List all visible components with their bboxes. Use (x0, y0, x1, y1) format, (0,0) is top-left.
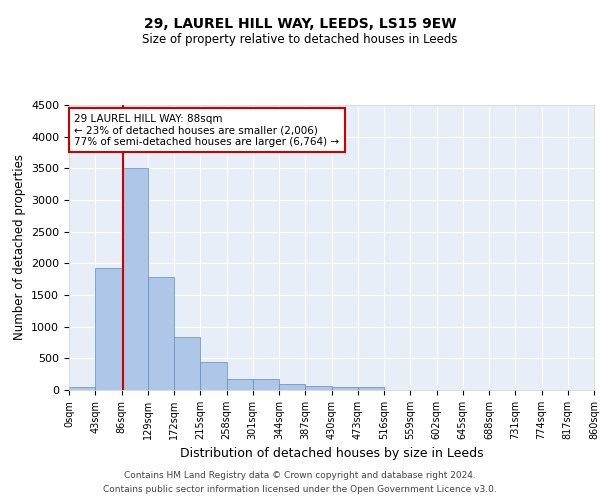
Bar (174, 337, 200, 390)
Text: Contains HM Land Registry data © Crown copyright and database right 2024.: Contains HM Land Registry data © Crown c… (124, 472, 476, 480)
Bar (69, 387, 95, 390)
Bar (200, 362, 227, 390)
Text: Size of property relative to detached houses in Leeds: Size of property relative to detached ho… (142, 32, 458, 46)
Text: Contains public sector information licensed under the Open Government Licence v3: Contains public sector information licen… (103, 484, 497, 494)
Bar (358, 387, 384, 390)
Bar (279, 384, 305, 390)
Bar (148, 278, 174, 390)
Bar (253, 379, 279, 390)
Bar (305, 386, 331, 390)
X-axis label: Distribution of detached houses by size in Leeds: Distribution of detached houses by size … (179, 448, 484, 460)
Bar (95, 268, 121, 390)
Y-axis label: Number of detached properties: Number of detached properties (13, 154, 26, 340)
Bar (121, 168, 148, 390)
Bar (331, 387, 358, 390)
Bar (227, 379, 253, 390)
Text: 29 LAUREL HILL WAY: 88sqm
← 23% of detached houses are smaller (2,006)
77% of se: 29 LAUREL HILL WAY: 88sqm ← 23% of detac… (74, 114, 340, 147)
Text: 29, LAUREL HILL WAY, LEEDS, LS15 9EW: 29, LAUREL HILL WAY, LEEDS, LS15 9EW (144, 18, 456, 32)
